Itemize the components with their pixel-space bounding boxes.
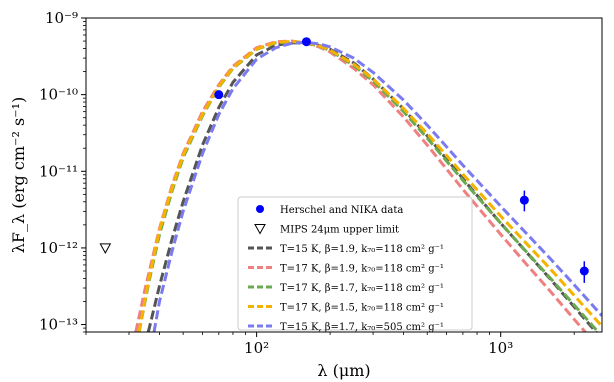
model-curve-4 [152, 40, 602, 332]
legend-label-model-1: T=17 K, β=1.9, k₇₀=118 cm² g⁻¹ [280, 264, 444, 275]
legend-label-upper-limit: MIPS 24μm upper limit [280, 225, 399, 236]
data-point-0 [214, 90, 224, 100]
x-axis-label: λ (μm) [317, 361, 370, 380]
data-point-1 [301, 37, 311, 47]
legend-marker-upper-limit [254, 224, 266, 235]
data-points [99, 37, 589, 283]
legend-label-data: Herschel and NIKA data [280, 205, 403, 216]
y-axis-label: λF_λ (erg cm⁻² s⁻¹) [9, 97, 28, 254]
upper-limit-marker [99, 243, 112, 254]
legend-label-model-0: T=15 K, β=1.9, k₇₀=118 cm² g⁻¹ [280, 244, 444, 255]
y-tick-label: 10⁻¹¹ [39, 162, 78, 180]
legend: Herschel and NIKA data MIPS 24μm upper li… [237, 196, 473, 333]
y-tick-label: 10⁻⁹ [45, 9, 78, 27]
data-point-3 [579, 266, 589, 276]
x-tick-label: 10² [244, 339, 269, 357]
y-tick-label: 10⁻¹³ [39, 316, 78, 334]
legend-box [237, 196, 473, 331]
x-tick-label: 10³ [488, 339, 513, 357]
legend-marker-data [256, 205, 264, 213]
legend-label-model-3: T=17 K, β=1.5, k₇₀=118 cm² g⁻¹ [280, 303, 444, 314]
x-axis-ticks: 10² 10³ [85, 332, 575, 357]
y-tick-label: 10⁻¹² [39, 239, 78, 257]
y-tick-label: 10⁻¹⁰ [39, 86, 78, 104]
data-point-2 [519, 195, 529, 205]
legend-label-model-2: T=17 K, β=1.7, k₇₀=118 cm² g⁻¹ [280, 283, 444, 294]
model-curves [134, 39, 602, 332]
legend-label-model-4: T=15 K, β=1.7, k₇₀=505 cm² g⁻¹ [280, 322, 444, 333]
y-axis-ticks: 10⁻⁹ 10⁻¹⁰ 10⁻¹¹ 10⁻¹² 10⁻¹³ [39, 9, 86, 334]
